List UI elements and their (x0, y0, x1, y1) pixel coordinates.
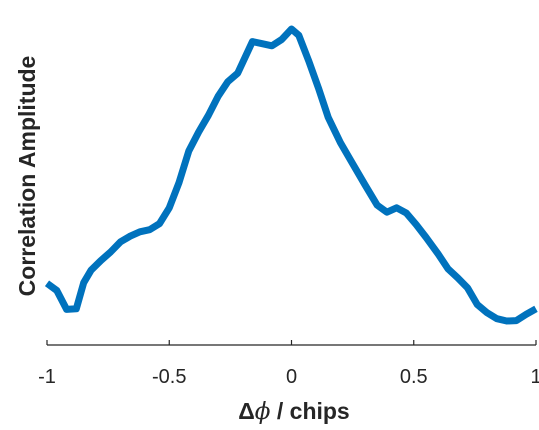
x-axis-label: Δϕ / chips (238, 398, 349, 425)
x-tick-label: -1 (38, 366, 56, 388)
x-ticks: -1 -0.5 0 0.5 1 (38, 340, 539, 388)
x-axis-label-rest: / chips (270, 398, 349, 424)
x-tick-label: 1 (530, 366, 539, 388)
series-line (44, 25, 538, 325)
x-axis-label-delta: Δ (238, 398, 255, 424)
series-layer (44, 25, 538, 325)
x-tick-label: -0.5 (152, 366, 186, 388)
x-tick-label: 0 (286, 366, 297, 388)
y-axis-label: Correlation Amplitude (14, 56, 40, 297)
x-axis-label-phi: ϕ (255, 399, 271, 425)
x-tick-label: 0.5 (400, 366, 428, 388)
